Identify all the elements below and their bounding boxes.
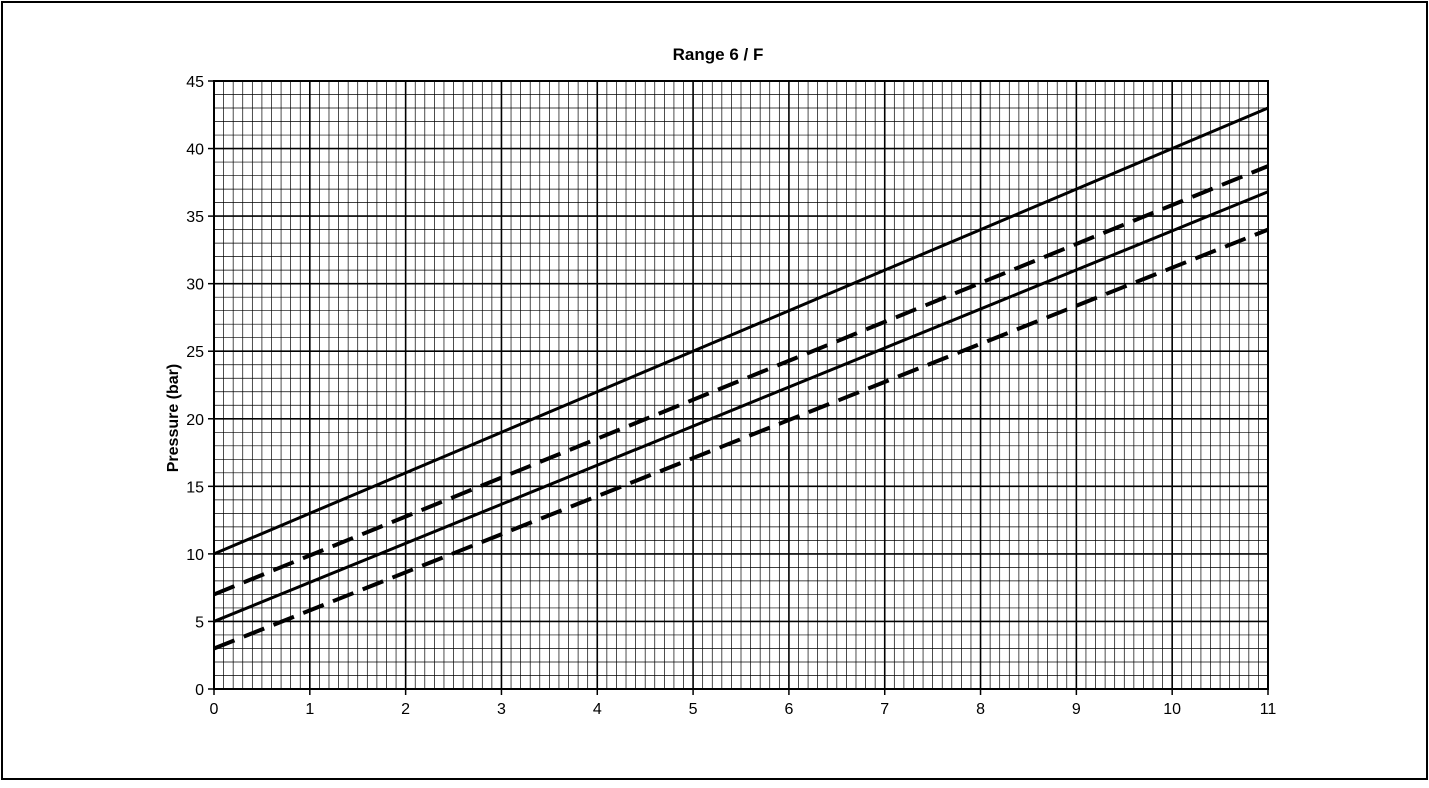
y-tick-label: 35 (186, 209, 204, 226)
y-tick-label: 0 (195, 682, 204, 699)
series-line-2-dashed (213, 164, 1269, 597)
series-line-3-solid (213, 190, 1269, 623)
y-tick-label: 10 (186, 547, 204, 564)
plot-area-border (213, 80, 1269, 690)
x-tick-label: 0 (210, 701, 219, 718)
x-tick-label: 3 (497, 701, 506, 718)
x-tick-label: 9 (1072, 701, 1081, 718)
series-group (213, 106, 1269, 651)
y-axis-title: Pressure (bar) (165, 364, 182, 473)
x-tick-label: 6 (784, 701, 793, 718)
x-tick-label: 4 (593, 701, 602, 718)
x-tick-label: 8 (976, 701, 985, 718)
x-tick-label: 11 (1260, 701, 1277, 718)
y-tick-label: 45 (186, 74, 204, 91)
y-tick-label: 25 (186, 344, 204, 361)
y-tick-label: 30 (186, 277, 204, 294)
x-tick-label: 2 (401, 701, 410, 718)
x-tick-label: 7 (880, 701, 889, 718)
chart-title: Range 6 / F (673, 45, 764, 64)
x-tick-label: 10 (1163, 701, 1181, 718)
y-tick-label: 40 (186, 142, 204, 159)
x-tick-label: 1 (305, 701, 314, 718)
series-line-1-solid (213, 106, 1269, 556)
y-tick-label: 5 (195, 614, 204, 631)
grid (213, 80, 1269, 690)
series-line-4-dashed (213, 227, 1269, 651)
y-tick-label: 15 (186, 479, 204, 496)
x-tick-label: 5 (689, 701, 698, 718)
y-tick-label: 20 (186, 412, 204, 429)
axes (208, 80, 1269, 695)
